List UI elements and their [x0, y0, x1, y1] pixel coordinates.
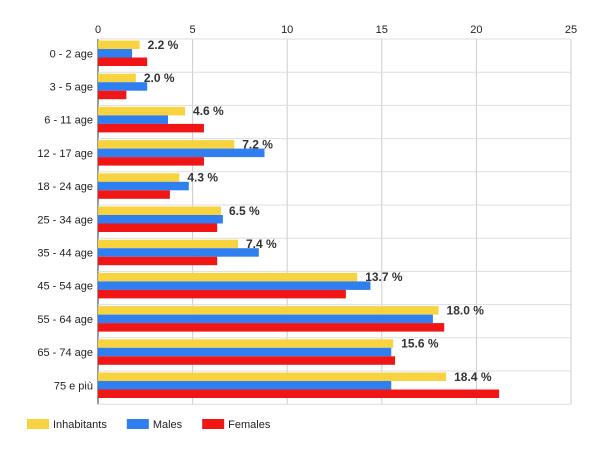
y-category-label: 25 - 34 age — [37, 214, 93, 226]
bar-females — [98, 289, 346, 299]
data-label: 18.4 % — [454, 370, 492, 384]
legend-label-males: Males — [153, 419, 183, 431]
x-tick-label: 15 — [376, 24, 388, 36]
legend-swatch-males — [126, 419, 149, 429]
data-label: 2.0 % — [144, 71, 175, 85]
x-tick-label: 0 — [95, 24, 101, 36]
bar-inhabitants — [98, 272, 358, 282]
x-tick-label: 10 — [281, 24, 293, 36]
bar-males — [98, 248, 259, 257]
data-label: 7.2 % — [242, 137, 273, 151]
bar-females — [98, 323, 445, 332]
y-category-label: 0 - 2 age — [50, 48, 93, 60]
y-category-label: 18 - 24 age — [37, 181, 93, 193]
bar-males — [98, 347, 392, 357]
y-category-label: 35 - 44 age — [37, 247, 93, 259]
bar-females — [98, 123, 204, 133]
x-tick-label: 5 — [190, 24, 196, 36]
bar-inhabitants — [98, 306, 439, 315]
y-category-label: 6 - 11 age — [44, 115, 93, 127]
bar-males — [98, 148, 265, 158]
bar-males — [98, 381, 392, 390]
bar-females — [98, 356, 396, 365]
bar-females — [98, 90, 127, 100]
y-category-label: 65 - 74 age — [37, 347, 93, 359]
x-tick-label: 20 — [470, 24, 482, 36]
bar-females — [98, 157, 204, 166]
data-label: 6.5 % — [229, 204, 260, 218]
y-category-label: 45 - 54 age — [37, 281, 93, 293]
bar-inhabitants — [98, 206, 221, 215]
y-category-label: 12 - 17 age — [37, 148, 93, 160]
bar-inhabitants — [98, 173, 180, 182]
legend-label-females: Females — [228, 419, 271, 431]
bar-females — [98, 389, 500, 398]
data-label: 15.6 % — [401, 337, 439, 351]
legend-swatch-inhabitants — [27, 419, 49, 429]
bar-males — [98, 115, 169, 124]
y-category-label: 55 - 64 age — [37, 314, 93, 326]
bar-males — [98, 82, 148, 91]
data-label: 4.3 % — [187, 171, 218, 185]
bar-inhabitants — [98, 140, 235, 149]
bar-females — [98, 223, 218, 232]
bar-males — [98, 215, 223, 224]
legend-swatch-females — [202, 419, 225, 429]
data-label: 4.6 % — [193, 104, 224, 118]
bar-inhabitants — [98, 339, 394, 348]
y-category-label: 3 - 5 age — [50, 81, 93, 93]
bar-females — [98, 256, 218, 266]
data-label: 18.0 % — [447, 303, 485, 317]
bar-females — [98, 190, 170, 199]
bar-inhabitants — [98, 372, 447, 381]
bar-females — [98, 57, 148, 66]
bar-inhabitants — [98, 239, 239, 249]
data-label: 7.4 % — [246, 237, 277, 251]
bar-inhabitants — [98, 40, 140, 49]
bar-inhabitants — [98, 106, 186, 116]
bar-inhabitants — [98, 73, 136, 83]
x-tick-label: 25 — [565, 24, 577, 36]
data-label: 2.2 % — [148, 38, 179, 52]
y-category-label: 75 e più — [54, 380, 93, 392]
bar-males — [98, 314, 433, 324]
bar-males — [98, 281, 371, 290]
data-label: 13.7 % — [365, 270, 403, 284]
bar-males — [98, 181, 189, 191]
bar-males — [98, 49, 133, 58]
legend-label-inhabitants: Inhabitants — [53, 419, 107, 431]
